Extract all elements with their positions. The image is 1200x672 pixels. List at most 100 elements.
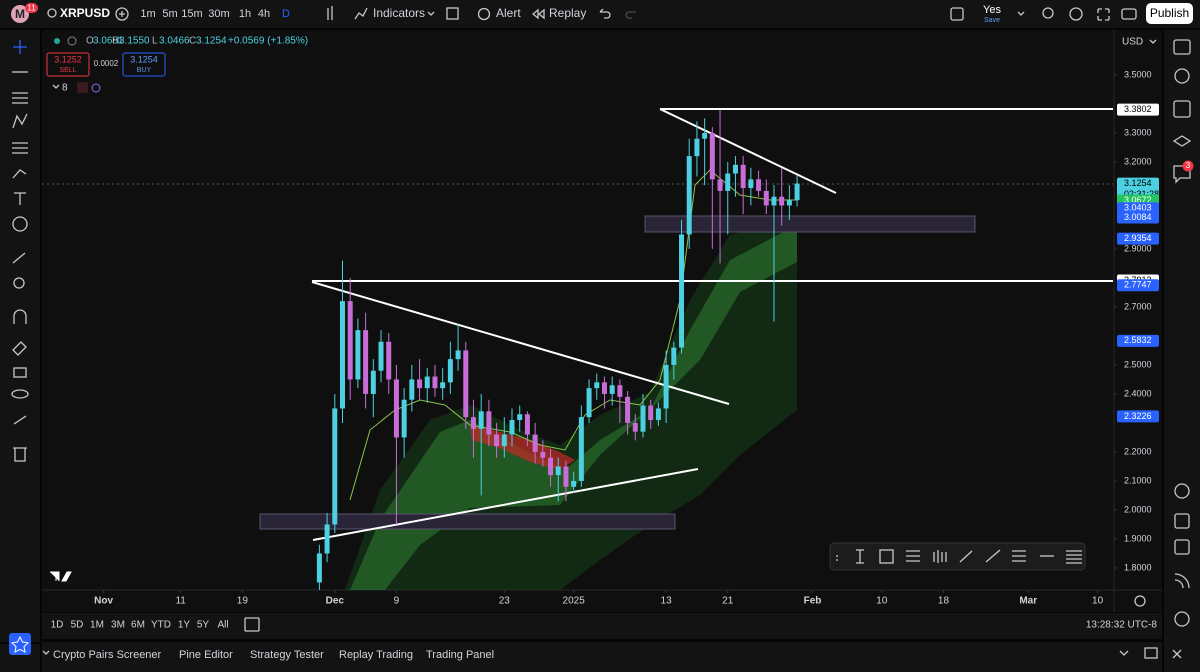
candle-body	[663, 364, 669, 409]
interval-button[interactable]: 1h	[239, 8, 251, 20]
y-tick-label: 1.8000	[1124, 562, 1152, 572]
publish-button[interactable]	[1146, 3, 1193, 24]
bottom-tab[interactable]: Trading Panel	[426, 649, 494, 661]
price-badge-label: 2.5832	[1124, 335, 1152, 345]
templates-button[interactable]	[446, 7, 459, 20]
left-toolbar	[0, 30, 40, 642]
candle-body	[617, 385, 623, 397]
avatar[interactable]	[11, 5, 29, 23]
chart-type-button[interactable]	[327, 6, 333, 20]
drawing-toolbar	[829, 542, 1086, 571]
undo-button[interactable]	[599, 8, 611, 19]
price-badge-label: 2.3226	[1124, 411, 1152, 421]
replay-button[interactable]: Replay	[549, 6, 586, 20]
indicator-count: 8	[62, 83, 68, 94]
countdown: 02:31:28	[1124, 189, 1159, 199]
candle-body	[424, 376, 430, 389]
layout-name[interactable]: Yes	[983, 4, 1001, 16]
candle-body	[555, 466, 561, 476]
candle-body	[447, 359, 453, 383]
price-badge-label: 3.0672	[1124, 195, 1152, 205]
bottom-tab[interactable]: Strategy Tester	[250, 649, 324, 661]
range-button[interactable]: 1Y	[178, 620, 191, 631]
candle-body	[702, 132, 708, 139]
range-button[interactable]: 5D	[71, 620, 84, 631]
sell-button[interactable]	[46, 52, 90, 77]
panel-toggle[interactable]	[42, 650, 50, 655]
y-tick-label: 2.5000	[1124, 359, 1152, 369]
buy-button[interactable]	[122, 52, 166, 77]
change: +0.0569 (+1.85%)	[228, 36, 308, 47]
symbol[interactable]: XRPUSD	[60, 6, 110, 20]
candle-body	[640, 405, 646, 432]
candle-body	[771, 196, 777, 206]
interval-button[interactable]: D	[282, 8, 290, 20]
favorites-button[interactable]	[9, 633, 31, 655]
interval-button[interactable]: 5m	[162, 8, 177, 20]
ohlc-key: H	[112, 36, 119, 47]
x-tick-label: 9	[394, 596, 400, 607]
price-badge	[1117, 279, 1159, 292]
x-tick-label: Dec	[326, 596, 345, 607]
indicators-button[interactable]: Indicators	[373, 6, 425, 20]
range-button[interactable]: All	[217, 620, 228, 631]
compare-button[interactable]	[115, 7, 129, 21]
axis-settings[interactable]	[1134, 595, 1146, 607]
ohlc-value: 3.0681	[93, 36, 124, 47]
clock: 13:28:32 UTC-8	[1086, 620, 1158, 631]
goto-date[interactable]	[244, 617, 260, 632]
layout-button[interactable]	[950, 7, 964, 21]
notification-badge: 11	[27, 4, 36, 13]
left-tools[interactable]	[11, 40, 29, 462]
panel-controls[interactable]	[1119, 647, 1182, 659]
candle-body	[709, 132, 715, 180]
notification-badge-bg	[25, 3, 38, 13]
range-button[interactable]: 6M	[131, 620, 145, 631]
price-badge	[1117, 103, 1159, 116]
x-tick-label: 10	[876, 596, 888, 607]
range-button[interactable]: YTD	[151, 620, 171, 631]
indicators-toggle[interactable]	[52, 84, 60, 89]
range-button[interactable]: 1M	[90, 620, 104, 631]
candle-body	[763, 190, 769, 206]
x-tick-label: Mar	[1019, 596, 1037, 607]
ohlc-key: C	[189, 36, 196, 47]
indicators-icon	[354, 7, 368, 20]
top-right-icons[interactable]	[1042, 7, 1137, 21]
plus-icon	[119, 11, 125, 17]
candle-body	[363, 330, 369, 394]
zone	[644, 215, 976, 233]
save-label[interactable]: Save	[984, 17, 1000, 24]
currency[interactable]: USD	[1122, 37, 1143, 48]
candle-body	[655, 408, 661, 421]
candle-body	[786, 200, 792, 206]
range-button[interactable]: 1D	[51, 620, 64, 631]
candle-body	[370, 370, 376, 394]
alert-button[interactable]: Alert	[496, 6, 521, 20]
range-button[interactable]: 3M	[111, 620, 125, 631]
range-button[interactable]: 5Y	[197, 620, 210, 631]
interval-button[interactable]: 4h	[258, 8, 270, 20]
x-tick-label: Nov	[94, 596, 113, 607]
avatar-letter: M	[15, 7, 25, 21]
x-tick-label: 23	[499, 596, 511, 607]
candle-body	[740, 164, 746, 189]
redo-button[interactable]	[625, 11, 636, 19]
x-tick-label: Feb	[804, 596, 822, 607]
candle-body	[686, 156, 692, 235]
bottom-tab[interactable]: Pine Editor	[179, 649, 233, 661]
interval-button[interactable]: 1m	[140, 8, 155, 20]
bottom-tab[interactable]: Crypto Pairs Screener	[53, 649, 162, 661]
search-icon[interactable]	[47, 8, 57, 18]
caret	[427, 11, 435, 16]
interval-button[interactable]: 15m	[181, 8, 202, 20]
interval-button[interactable]: 30m	[208, 8, 229, 20]
candle-body	[494, 434, 500, 447]
range-bar	[42, 613, 1162, 639]
candle-body	[509, 420, 515, 435]
candle-body	[378, 341, 384, 371]
drawing-tools[interactable]	[836, 549, 1082, 564]
bottom-tab[interactable]: Replay Trading	[339, 649, 413, 661]
candle-body	[486, 411, 492, 435]
